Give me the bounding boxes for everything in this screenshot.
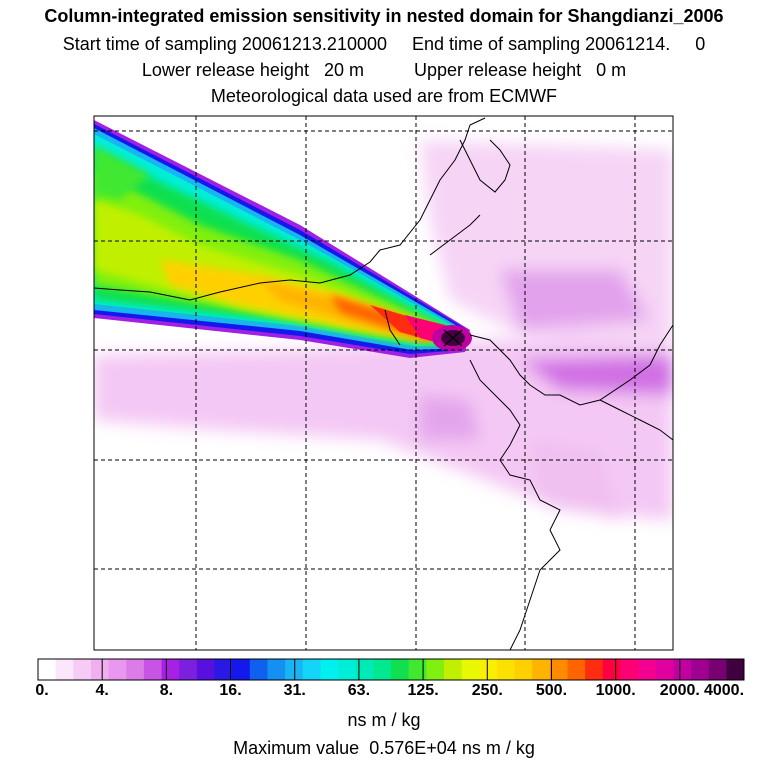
colorbar-segment	[532, 659, 551, 680]
colorbar-segment	[655, 659, 674, 680]
grid-lines	[94, 116, 673, 650]
haze-low	[94, 140, 673, 520]
colorbar-segment	[90, 659, 110, 680]
colorbar-segment	[461, 659, 480, 680]
colorbar-segment	[514, 659, 533, 680]
meteo-source: Meteorological data used are from ECMWF	[210, 86, 558, 106]
colorbar-segment	[161, 659, 180, 680]
colorbar-tick-label: 8.	[159, 682, 174, 699]
colorbar-segment	[267, 659, 286, 680]
colorbar-frame	[37, 658, 745, 681]
chart-title: Column-integrated emission sensitivity i…	[44, 6, 724, 26]
colorbar-segment	[391, 659, 410, 680]
colorbar-segment	[196, 659, 215, 680]
colorbar-tick-label: 4.	[95, 682, 109, 699]
plume	[94, 120, 472, 358]
colorbar-segment	[567, 659, 586, 680]
colorbar-tick-label: 63.	[347, 682, 371, 699]
colorbar-segment	[38, 659, 57, 680]
colorbar-segment	[355, 659, 374, 680]
coastlines	[94, 117, 673, 650]
sampling-times: Start time of sampling 20061213.210000 E…	[62, 34, 706, 54]
colorbar-segment	[285, 659, 304, 680]
colorbar-segment	[620, 659, 639, 680]
colorbar-segment	[108, 659, 127, 680]
colorbar-segment	[73, 659, 92, 680]
colorbar-tick-label: 31.	[283, 682, 306, 699]
colorbar-segment	[479, 659, 498, 680]
release-heights: Lower release height 20 m Upper release …	[141, 60, 627, 80]
colorbar	[37, 658, 745, 681]
colorbar-tick-label: 4000.	[703, 682, 745, 699]
colorbar-tick-label: 16.	[219, 682, 242, 699]
map-frame	[93, 115, 674, 651]
colorbar-segment	[549, 659, 568, 680]
receptor-marker	[443, 329, 463, 347]
colorbar-segment	[179, 659, 198, 680]
colorbar-segment	[638, 659, 657, 680]
colorbar-segment	[126, 659, 145, 680]
colorbar-segment	[673, 659, 692, 680]
colorbar-segment	[373, 659, 392, 680]
colorbar-segment	[302, 659, 321, 680]
colorbar-tick-label: 2000.	[659, 682, 700, 699]
colorbar-segment	[214, 659, 233, 680]
colorbar-segment	[143, 659, 163, 680]
colorbar-tick-label: 0.	[35, 682, 49, 699]
colorbar-segment	[691, 659, 710, 680]
colorbar-tick-label: 500.	[535, 682, 568, 699]
colorbar-segment	[249, 659, 268, 680]
colorbar-segment	[726, 659, 745, 680]
colorbar-segment	[585, 659, 604, 680]
colorbar-units: ns m / kg	[347, 710, 421, 730]
max-value-text: Maximum value 0.576E+04 ns m / kg	[233, 738, 535, 758]
colorbar-tick-label: 125.	[407, 682, 439, 699]
colorbar-segment	[426, 659, 445, 680]
colorbar-segment	[320, 659, 339, 680]
colorbar-segment	[602, 659, 621, 680]
colorbar-tick-label: 1000.	[595, 682, 636, 699]
sensitivity-field	[94, 120, 673, 520]
colorbar-segment	[443, 659, 463, 680]
colorbar-tick-label: 250.	[471, 682, 503, 699]
colorbar-segment	[408, 659, 427, 680]
colorbar-segment	[338, 659, 357, 680]
colorbar-segment	[708, 659, 727, 680]
colorbar-segment	[496, 659, 516, 680]
colorbar-segment	[55, 659, 74, 680]
colorbar-segment	[232, 659, 251, 680]
